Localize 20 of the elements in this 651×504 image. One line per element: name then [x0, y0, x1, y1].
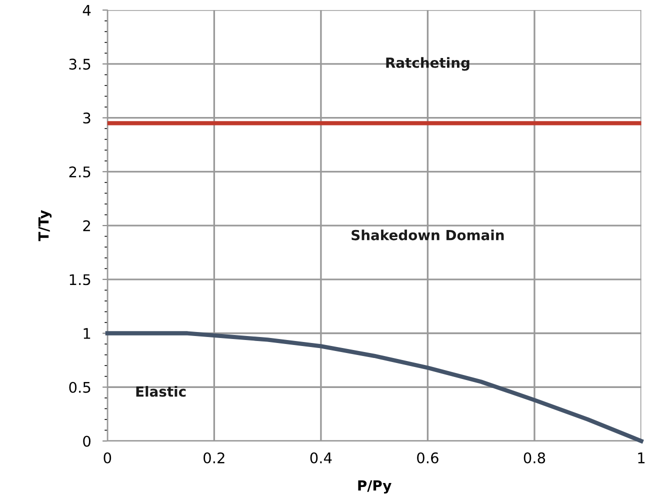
- annotation: Ratcheting: [386, 57, 470, 71]
- x-tick-label: 1: [638, 452, 645, 464]
- y-tick-label: 3: [83, 112, 90, 124]
- y-tick-label: 3.5: [69, 58, 90, 70]
- x-tick-label: 0.4: [310, 452, 332, 464]
- x-tick-label: 0.2: [204, 452, 224, 464]
- y-tick-label: 0.5: [69, 382, 90, 393]
- x-axis-title: P/Py: [358, 480, 392, 494]
- y-tick-label: 4: [82, 4, 91, 16]
- y-tick-label: 2: [83, 220, 90, 232]
- annotation: Shakedown Domain: [352, 230, 504, 240]
- annotation: Elastic: [136, 386, 186, 397]
- y-tick-label: 0: [83, 436, 90, 447]
- y-tick-label: 1: [84, 328, 90, 339]
- x-tick-label: 0.6: [417, 452, 438, 464]
- y-tick-label: 2.5: [69, 166, 90, 178]
- x-tick-label: 0.8: [524, 452, 546, 464]
- y-axis-title: T/Ty: [38, 210, 52, 242]
- y-tick-label: 1.5: [70, 274, 90, 286]
- x-tick-label: 0: [104, 452, 112, 464]
